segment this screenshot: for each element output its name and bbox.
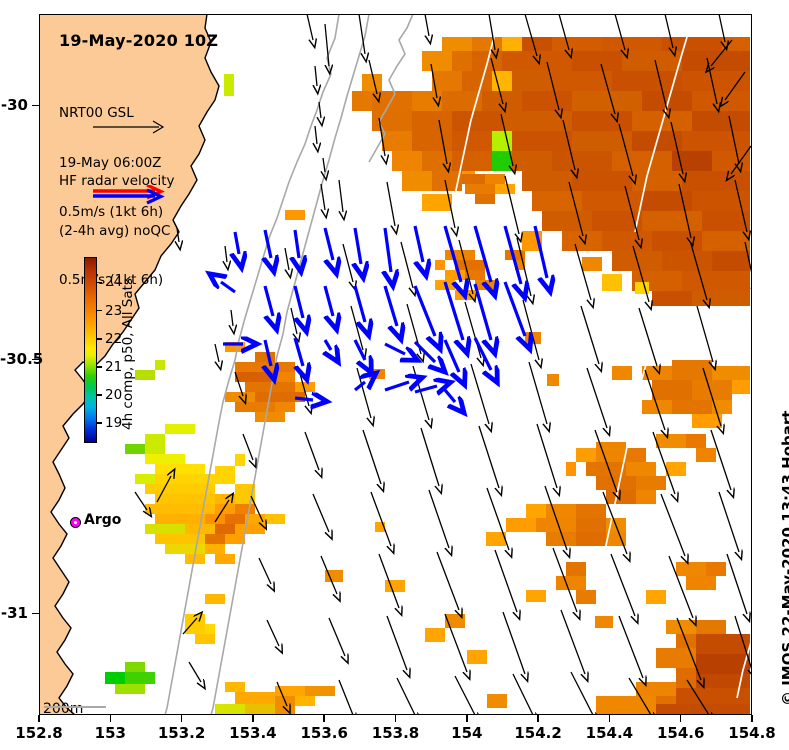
map-plot-area[interactable]: 19-May-2020 10Z NRT00 GSL 19-May 06:00Z … bbox=[39, 14, 752, 715]
colorbar-tick-mark bbox=[97, 281, 102, 284]
x-tick-label: 154.8 bbox=[728, 724, 776, 742]
radar-legend-line3: 0.5m/s (1kt 6h) bbox=[59, 272, 164, 288]
y-tick-label: -31 bbox=[0, 604, 28, 623]
colorbar-tick-mark bbox=[97, 309, 102, 312]
colorbar-tick-mark bbox=[97, 394, 102, 396]
model-legend-arrow-icon bbox=[93, 120, 165, 134]
y-tick-mark bbox=[32, 104, 39, 107]
radar-legend-line1: HF radar velocity bbox=[59, 173, 175, 189]
model-legend-line3: 0.5m/s (1kt 6h) bbox=[59, 204, 164, 220]
colorbar-tick-label: 24 bbox=[105, 274, 123, 291]
argo-float-marker[interactable] bbox=[70, 517, 81, 528]
x-tick-mark bbox=[608, 715, 611, 722]
colorbar-tick-mark bbox=[97, 337, 102, 340]
colorbar-tick-label: 19 bbox=[105, 415, 123, 432]
radar-legend-arrow-icon bbox=[93, 185, 165, 205]
x-tick-label: 153.8 bbox=[371, 724, 420, 742]
model-legend-text: NRT00 GSL 19-May 06:00Z 0.5m/s (1kt 6h) bbox=[59, 72, 163, 254]
radar-legend-text: HF radar velocity (2-4h avg) noQC 0.5m/s… bbox=[59, 140, 174, 322]
x-tick-mark bbox=[679, 715, 682, 722]
bathymetry-legend-line bbox=[44, 706, 106, 708]
page-title: 19-May-2020 10Z bbox=[59, 31, 219, 50]
y-tick-mark bbox=[32, 358, 39, 361]
x-tick-mark bbox=[751, 715, 753, 722]
colorbar-axis-title: 4h comp, p50, All Sats bbox=[120, 278, 136, 430]
x-tick-mark bbox=[252, 715, 254, 722]
x-tick-mark bbox=[537, 715, 539, 722]
land-polygon bbox=[39, 14, 220, 715]
colorbar-tick-mark bbox=[97, 366, 102, 368]
x-tick-label: 154.2 bbox=[514, 724, 562, 742]
x-tick-mark bbox=[323, 715, 325, 722]
x-tick-label: 154 bbox=[451, 724, 483, 742]
x-tick-label: 153 bbox=[94, 724, 126, 742]
colorbar-tick-label: 23 bbox=[105, 302, 123, 319]
x-tick-label: 153.4 bbox=[229, 724, 277, 742]
x-tick-mark bbox=[109, 715, 112, 722]
colorbar-tick-label: 21 bbox=[105, 358, 123, 375]
x-tick-label: 152.8 bbox=[15, 724, 63, 742]
radar-legend-line2: (2-4h avg) noQC bbox=[59, 222, 171, 239]
sst-colorbar[interactable] bbox=[84, 257, 97, 443]
x-tick-mark bbox=[394, 715, 397, 722]
x-tick-label: 154.4 bbox=[585, 724, 634, 742]
bathymetry-200m-label: 200m bbox=[43, 701, 84, 715]
bathymetry-legend: 200m 1000m bbox=[43, 667, 92, 715]
x-tick-label: 153.2 bbox=[157, 724, 206, 742]
x-tick-mark bbox=[180, 715, 183, 722]
colorbar-tick-label: 22 bbox=[105, 330, 123, 347]
y-tick-mark bbox=[32, 612, 39, 615]
x-tick-mark bbox=[38, 715, 40, 722]
hf-radar-vectors bbox=[221, 225, 547, 402]
colorbar-tick-mark bbox=[97, 422, 102, 425]
colorbar-tick-label: 20 bbox=[105, 387, 123, 404]
x-tick-label: 154.6 bbox=[656, 724, 705, 742]
model-legend-line1: NRT00 GSL bbox=[59, 105, 134, 121]
x-tick-mark bbox=[466, 715, 468, 722]
map-canvas bbox=[39, 14, 752, 715]
y-tick-label: -30 bbox=[0, 96, 28, 115]
model-legend-line2: 19-May 06:00Z bbox=[59, 154, 162, 171]
bathymetry-contours-light bbox=[440, 36, 752, 699]
x-tick-label: 153.6 bbox=[300, 724, 348, 742]
y-tick-label: -30.5 bbox=[0, 350, 44, 369]
imos-credit: © IMOS 22-May-2020 13:43 Hobart bbox=[779, 410, 789, 706]
argo-label: Argo bbox=[84, 512, 122, 528]
coastline bbox=[50, 14, 220, 715]
